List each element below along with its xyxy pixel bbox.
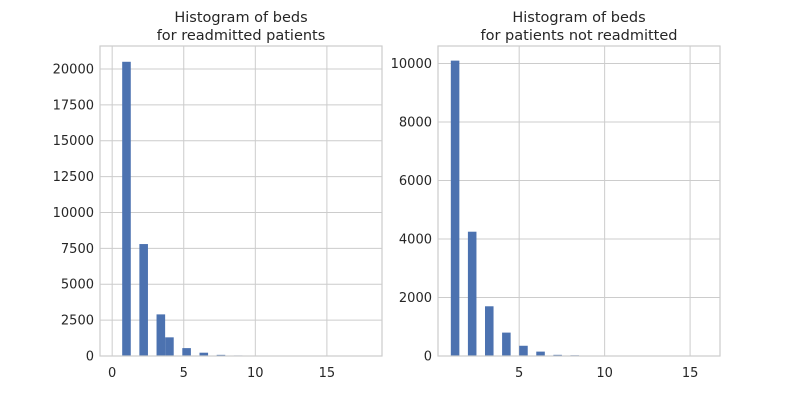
histogram-bar [139, 244, 148, 356]
y-tick-label: 12500 [53, 170, 94, 185]
histogram-bar [156, 314, 166, 356]
histogram-bar [182, 348, 191, 356]
y-tick-label: 5000 [61, 278, 94, 293]
histogram-bar [485, 306, 494, 356]
chart-panel-1: 0 5 10 15 0 2500 5000 7500 10000 12500 15000 17500 2… [53, 10, 383, 381]
histogram-bar [450, 60, 460, 356]
histogram-bar [165, 337, 174, 356]
histogram-bar [199, 352, 209, 356]
y-tick-label: 10000 [53, 206, 94, 221]
y-tick-label: 0 [86, 350, 94, 365]
x-tick-label: 5 [180, 366, 188, 381]
x-tick-label: 10 [247, 366, 264, 381]
y-tick-label: 2000 [399, 291, 432, 306]
histogram-bar [519, 345, 528, 356]
chart-title: Histogram of beds [512, 10, 645, 26]
y-tick-label: 8000 [399, 116, 432, 131]
histogram-bar [467, 231, 477, 356]
chart-title: Histogram of beds [174, 10, 307, 26]
x-tick-label: 15 [319, 366, 336, 381]
chart-panel-2: 5 10 15 0 2000 4000 6000 8000 10000 Histogram of … [391, 10, 721, 381]
y-tick-label: 2500 [61, 314, 94, 329]
x-tick-label: 15 [682, 366, 699, 381]
histogram-bar [502, 332, 511, 356]
y-tick-label: 17500 [53, 98, 94, 113]
y-tick-label: 10000 [391, 57, 432, 72]
histogram-bar [536, 351, 545, 356]
x-tick-label: 0 [108, 366, 116, 381]
histogram-bar [122, 61, 131, 356]
y-tick-label: 0 [424, 350, 432, 365]
chart-title: for patients not readmitted [481, 28, 678, 44]
y-tick-label: 20000 [53, 62, 94, 77]
plot-frame [437, 45, 721, 357]
plot-frame [99, 45, 383, 357]
y-tick-label: 4000 [399, 233, 432, 248]
y-tick-label: 6000 [399, 174, 432, 189]
x-tick-label: 10 [596, 366, 613, 381]
x-tick-label: 5 [515, 366, 523, 381]
chart-title: for readmitted patients [157, 28, 326, 44]
y-tick-label: 7500 [61, 242, 94, 257]
y-tick-label: 15000 [53, 134, 94, 149]
